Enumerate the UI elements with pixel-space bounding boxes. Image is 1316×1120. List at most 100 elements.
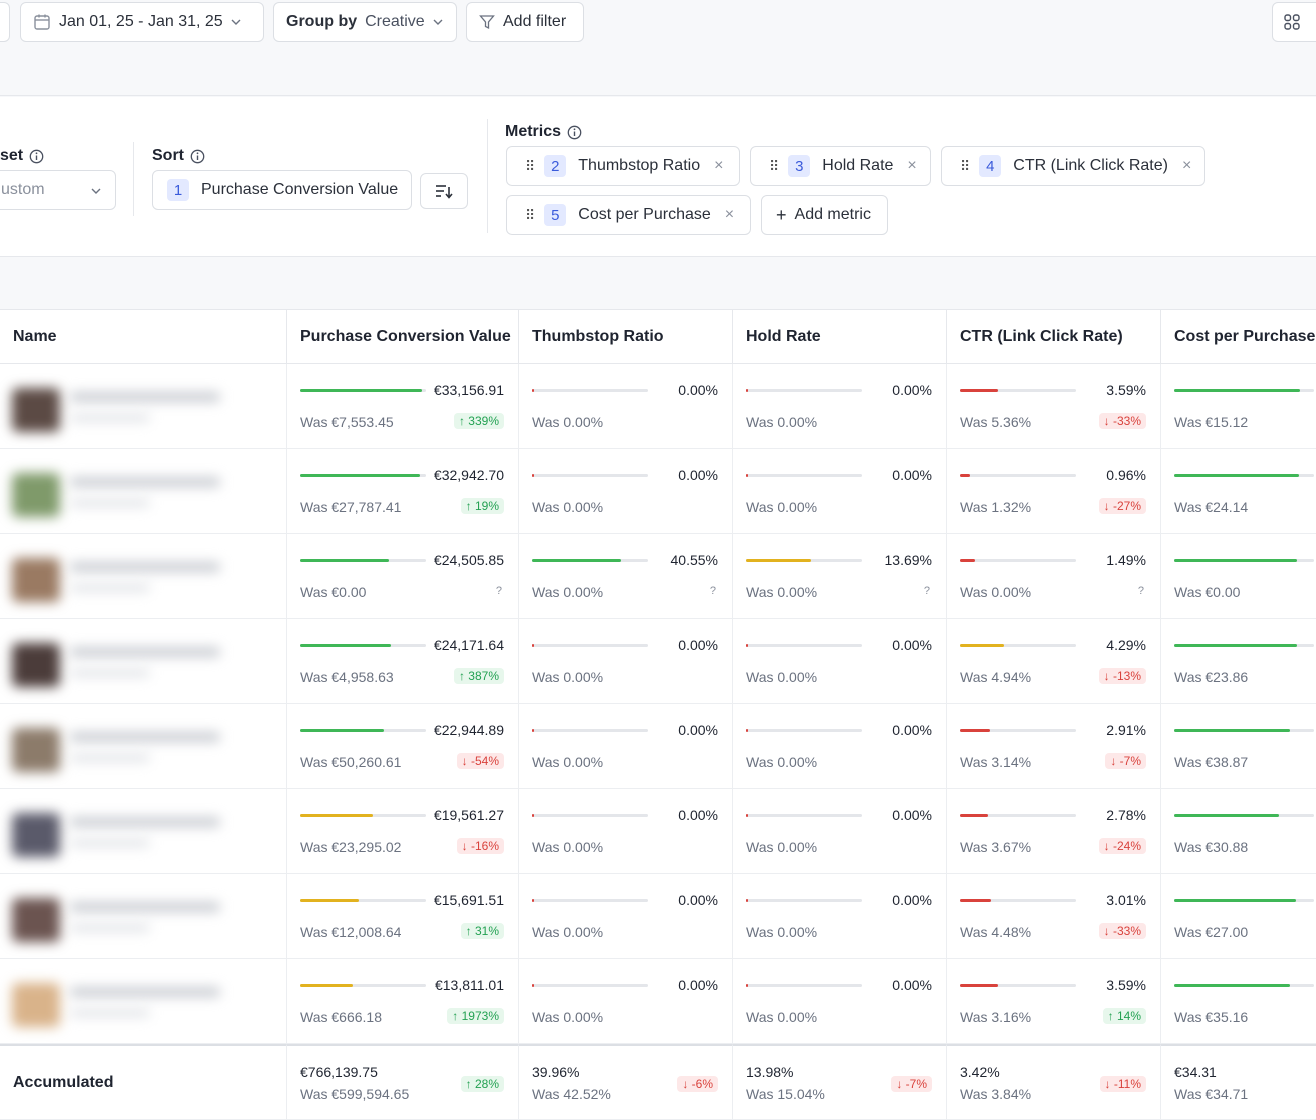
change-badge: ↑ 1973% (447, 1008, 504, 1024)
metric-value: 1.49% (1106, 552, 1146, 568)
cell-purchase-conversion-value[interactable]: €15,691.51 Was €12,008.64 ↑ 31% (287, 874, 519, 959)
cell-hold-rate[interactable]: 0.00% Was 0.00% (733, 449, 947, 534)
sort-field-label: Purchase Conversion Value (201, 181, 399, 198)
cell-cost-per-purchase[interactable]: Was €35.16 (1161, 959, 1316, 1044)
close-icon[interactable]: × (1181, 157, 1192, 174)
unknown-change-icon: ? (709, 585, 716, 597)
column-header-purchase-conversion-value[interactable]: Purchase Conversion Value (287, 310, 519, 364)
sort-direction-button[interactable] (420, 173, 468, 209)
cell-cost-per-purchase[interactable]: Was €30.88 (1161, 789, 1316, 874)
name-cell[interactable] (0, 364, 287, 449)
cell-hold-rate[interactable]: 0.00% Was 0.00% (733, 959, 947, 1044)
drag-handle-icon[interactable]: ⠿ (960, 157, 970, 174)
name-cell[interactable] (0, 959, 287, 1044)
cell-thumbstop-ratio[interactable]: 0.00% Was 0.00% (519, 874, 733, 959)
progress-track (960, 644, 1076, 647)
cell-thumbstop-ratio[interactable]: 0.00% Was 0.00% (519, 704, 733, 789)
column-header-name[interactable]: Name (0, 310, 287, 364)
drag-handle-icon[interactable]: ⠿ (769, 157, 779, 174)
cell-ctr[interactable]: 2.78% Was 3.67% ↓ -24% (947, 789, 1161, 874)
layout-toggle-button[interactable] (1272, 2, 1316, 42)
cell-ctr[interactable]: 4.29% Was 4.94% ↓ -13% (947, 619, 1161, 704)
sort-field-chip[interactable]: 1 Purchase Conversion Value (152, 170, 412, 210)
cell-thumbstop-ratio[interactable]: 40.55% Was 0.00%? (519, 534, 733, 619)
add-metric-button[interactable]: + Add metric (761, 195, 888, 235)
cell-hold-rate[interactable]: 0.00% Was 0.00% (733, 364, 947, 449)
creative-thumbnail (12, 473, 60, 517)
cell-purchase-conversion-value[interactable]: €19,561.27 Was €23,295.02 ↓ -16% (287, 789, 519, 874)
progress-fill (300, 389, 422, 392)
metric-chip-ctr[interactable]: ⠿ 4 CTR (Link Click Rate) × (941, 146, 1205, 186)
cell-ctr[interactable]: 3.01% Was 4.48% ↓ -33% (947, 874, 1161, 959)
cell-hold-rate[interactable]: 0.00% Was 0.00% (733, 789, 947, 874)
cell-cost-per-purchase[interactable]: Was €0.00 (1161, 534, 1316, 619)
column-header-hold-rate[interactable]: Hold Rate (733, 310, 947, 364)
preset-dropdown[interactable]: ustom (0, 170, 116, 210)
name-cell[interactable] (0, 534, 287, 619)
progress-track (1174, 729, 1314, 732)
column-header-ctr[interactable]: CTR (Link Click Rate) (947, 310, 1161, 364)
metric-value: €33,156.91 (433, 382, 504, 398)
cell-thumbstop-ratio[interactable]: 0.00% Was 0.00% (519, 789, 733, 874)
name-cell[interactable] (0, 619, 287, 704)
cell-cost-per-purchase[interactable]: Was €23.86 (1161, 619, 1316, 704)
name-cell[interactable] (0, 874, 287, 959)
progress-fill (960, 474, 970, 477)
cell-hold-rate[interactable]: 0.00% Was 0.00% (733, 619, 947, 704)
progress-track (960, 899, 1076, 902)
column-header-thumbstop-ratio[interactable]: Thumbstop Ratio (519, 310, 733, 364)
close-icon[interactable]: × (714, 157, 724, 174)
cell-purchase-conversion-value[interactable]: €13,811.01 Was €666.18 ↑ 1973% (287, 959, 519, 1044)
metrics-label: Metrics (505, 123, 582, 141)
cell-purchase-conversion-value[interactable]: €22,944.89 Was €50,260.61 ↓ -54% (287, 704, 519, 789)
cell-hold-rate[interactable]: 0.00% Was 0.00% (733, 874, 947, 959)
close-icon[interactable]: × (907, 157, 917, 174)
drag-handle-icon[interactable]: ⠿ (525, 157, 535, 174)
creative-thumbnail (12, 813, 60, 857)
group-by-dropdown[interactable]: Group by Creative (273, 2, 457, 42)
change-badge: ↓ -7% (891, 1076, 932, 1092)
column-header-cost-per-purchase[interactable]: Cost per Purchase (1161, 310, 1316, 364)
cell-hold-rate[interactable]: 0.00% Was 0.00% (733, 704, 947, 789)
progress-fill (532, 474, 534, 477)
progress-track (532, 729, 648, 732)
drag-handle-icon[interactable]: ⠿ (525, 206, 535, 223)
cell-cost-per-purchase[interactable]: Was €27.00 (1161, 874, 1316, 959)
name-cell[interactable] (0, 789, 287, 874)
metric-label: Cost per Purchase (578, 206, 711, 223)
cell-ctr[interactable]: 0.96% Was 1.32% ↓ -27% (947, 449, 1161, 534)
cell-thumbstop-ratio[interactable]: 0.00% Was 0.00% (519, 364, 733, 449)
cell-thumbstop-ratio[interactable]: 0.00% Was 0.00% (519, 449, 733, 534)
cell-cost-per-purchase[interactable]: Was €15.12 (1161, 364, 1316, 449)
close-icon[interactable]: × (724, 206, 735, 223)
metric-chip-cost-per-purchase[interactable]: ⠿ 5 Cost per Purchase × (506, 195, 751, 235)
metric-chip-hold-rate[interactable]: ⠿ 3 Hold Rate × (750, 146, 931, 186)
previous-value: Was €24.14 (1174, 499, 1249, 515)
metric-chip-thumbstop-ratio[interactable]: ⠿ 2 Thumbstop Ratio × (506, 146, 740, 186)
cell-cost-per-purchase[interactable]: Was €24.14 (1161, 449, 1316, 534)
cell-hold-rate[interactable]: 13.69% Was 0.00%? (733, 534, 947, 619)
cell-purchase-conversion-value[interactable]: €24,171.64 Was €4,958.63 ↑ 387% (287, 619, 519, 704)
add-filter-button[interactable]: Add filter (466, 2, 584, 42)
progress-track (532, 814, 648, 817)
previous-value: Was 3.67% (960, 839, 1032, 855)
cell-thumbstop-ratio[interactable]: 0.00% Was 0.00% (519, 619, 733, 704)
date-range-picker[interactable]: Jan 01, 25 - Jan 31, 25 (20, 2, 264, 42)
cell-thumbstop-ratio[interactable]: 0.00% Was 0.00% (519, 959, 733, 1044)
cell-purchase-conversion-value[interactable]: €33,156.91 Was €7,553.45 ↑ 339% (287, 364, 519, 449)
cell-ctr[interactable]: 2.91% Was 3.14% ↓ -7% (947, 704, 1161, 789)
cell-purchase-conversion-value[interactable]: €32,942.70 Was €27,787.41 ↑ 19% (287, 449, 519, 534)
creative-thumbnail (12, 898, 60, 942)
metric-value: 0.00% (678, 892, 718, 908)
accumulated-previous-value: Was 15.04% (746, 1086, 825, 1102)
partial-button[interactable] (0, 2, 10, 42)
cell-ctr[interactable]: 3.59% Was 3.16% ↑ 14% (947, 959, 1161, 1044)
sort-descending-icon (436, 185, 453, 199)
change-badge: ↑ 387% (453, 668, 504, 684)
cell-purchase-conversion-value[interactable]: €24,505.85 Was €0.00? (287, 534, 519, 619)
cell-ctr[interactable]: 1.49% Was 0.00%? (947, 534, 1161, 619)
cell-ctr[interactable]: 3.59% Was 5.36% ↓ -33% (947, 364, 1161, 449)
cell-cost-per-purchase[interactable]: Was €38.87 (1161, 704, 1316, 789)
name-cell[interactable] (0, 704, 287, 789)
name-cell[interactable] (0, 449, 287, 534)
